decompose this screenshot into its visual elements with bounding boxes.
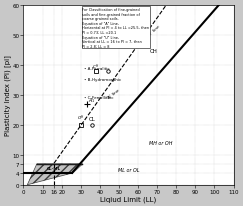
Text: CH: CH bbox=[149, 48, 157, 53]
Y-axis label: Plasticity Index (PI) [pi]: Plasticity Index (PI) [pi] bbox=[4, 55, 11, 136]
Text: $C^H$: $C^H$ bbox=[92, 62, 99, 71]
Text: • C-Ferrallithic: • C-Ferrallithic bbox=[84, 96, 114, 99]
Polygon shape bbox=[27, 164, 83, 185]
X-axis label: Liqiud Limit (LL): Liqiud Limit (LL) bbox=[100, 195, 157, 202]
Text: MH or OH: MH or OH bbox=[149, 141, 173, 146]
Text: U' line: U' line bbox=[148, 25, 161, 37]
Text: For Classification of fine-grained
soils and fine-grained fraction of
coarse gra: For Classification of fine-grained soils… bbox=[82, 8, 149, 49]
Text: ML or OL: ML or OL bbox=[118, 167, 139, 172]
Text: • B-Hydromorphic: • B-Hydromorphic bbox=[84, 78, 122, 82]
Text: CL: CL bbox=[89, 117, 95, 122]
Text: • A-Ferralitic: • A-Ferralitic bbox=[84, 67, 110, 71]
Polygon shape bbox=[37, 164, 83, 165]
Text: CL-ML: CL-ML bbox=[47, 166, 61, 171]
Text: $O^H$: $O^H$ bbox=[77, 113, 85, 122]
Text: A' line: A' line bbox=[107, 88, 121, 99]
Text: $A_1$: $A_1$ bbox=[88, 96, 96, 104]
